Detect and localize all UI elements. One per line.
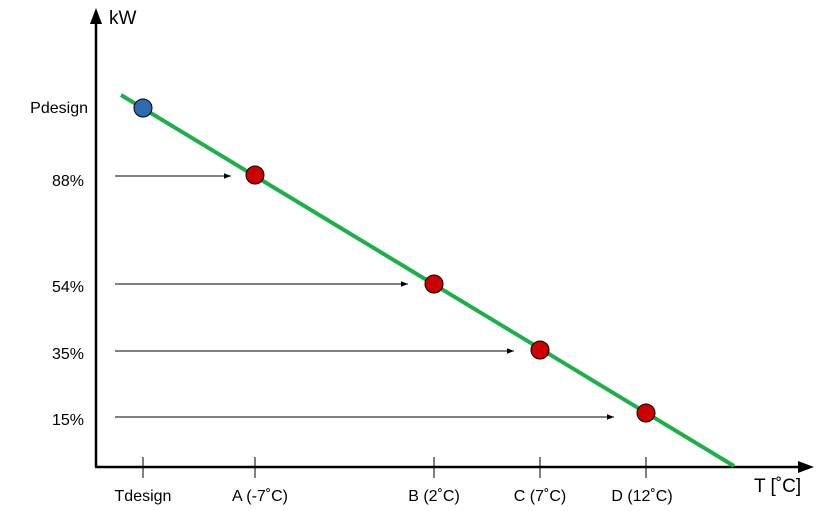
x-axis-arrowhead (798, 461, 814, 473)
y-tick-label-pdesign: Pdesign (30, 100, 88, 117)
data-points (133, 98, 656, 423)
y-tick-label-35: 35% (52, 346, 84, 363)
y-tick-label-54: 54% (52, 279, 84, 296)
y-tick-label-88: 88% (52, 173, 84, 190)
x-tick-label-tdesign: Tdesign (115, 488, 172, 505)
x-axis-unit-label: T [˚C] (754, 476, 801, 497)
data-point-tdesign (133, 98, 153, 118)
x-tick-label-d: D (12˚C) (611, 488, 672, 505)
y-tick-label-15: 15% (52, 412, 84, 429)
data-point-d (636, 403, 656, 423)
y-axis-unit-label: kW (109, 8, 137, 29)
data-point-c (530, 340, 550, 360)
x-tick-label-b: B (2˚C) (408, 488, 460, 505)
data-point-b (424, 274, 444, 294)
x-tick-label-c: C (7˚C) (514, 488, 566, 505)
data-point-a (245, 165, 265, 185)
y-axis-arrowhead (90, 8, 102, 24)
x-tick-label-a: A (-7˚C) (232, 488, 288, 505)
